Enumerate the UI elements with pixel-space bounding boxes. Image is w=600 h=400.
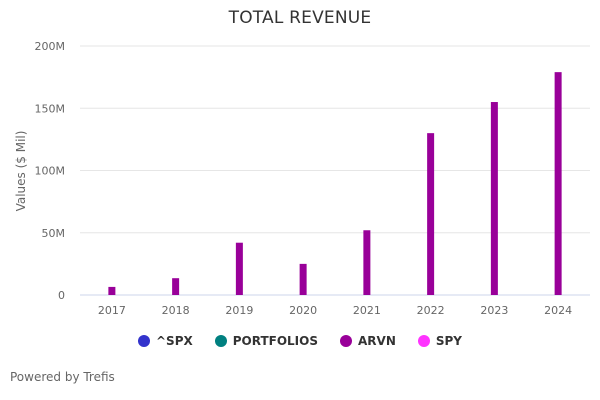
legend-label: ^SPX	[156, 334, 193, 348]
legend-item-spx[interactable]: ^SPX	[138, 334, 193, 348]
x-tick-label: 2018	[162, 304, 190, 317]
bar-arvn-2019[interactable]	[235, 242, 243, 295]
grid-lines	[80, 45, 590, 296]
bar-arvn-2024[interactable]	[554, 72, 562, 296]
legend-label: ARVN	[358, 334, 396, 348]
x-tick-label: 2017	[98, 304, 126, 317]
y-tick-label: 100M	[35, 165, 66, 178]
x-tick-label: 2019	[225, 304, 253, 317]
x-tick-label: 2020	[289, 304, 317, 317]
chart-plot: 0 50M 100M 150M 200M 2017 2018 2019 2020 2021 202…	[14, 40, 590, 317]
bar-arvn-2020[interactable]	[299, 263, 307, 295]
legend-item-portfolios[interactable]: PORTFOLIOS	[214, 334, 318, 348]
x-axis: 2017 2018 2019 2020 2021 2022 2023 2024	[98, 304, 572, 317]
legend-item-arvn[interactable]: ARVN	[340, 334, 396, 348]
legend-item-spy[interactable]: SPY	[417, 334, 462, 348]
powered-by-credit: Powered by Trefis	[10, 370, 115, 384]
legend-marker-icon	[340, 335, 352, 347]
y-axis-label: Values ($ Mil)	[14, 131, 28, 212]
y-tick-label: 0	[58, 289, 65, 302]
chart-title: TOTAL REVENUE	[228, 8, 372, 28]
legend-label: PORTFOLIOS	[232, 334, 318, 348]
bar-arvn-2017[interactable]	[108, 286, 116, 295]
x-tick-label: 2021	[353, 304, 381, 317]
x-tick-label: 2023	[480, 304, 508, 317]
y-tick-label: 150M	[35, 102, 66, 115]
x-tick-label: 2024	[544, 304, 572, 317]
bar-arvn-2018[interactable]	[172, 278, 180, 295]
legend: ^SPX PORTFOLIOS ARVN SPY	[0, 334, 600, 348]
bar-arvn-2021[interactable]	[363, 230, 371, 295]
legend-marker-icon	[417, 335, 430, 347]
legend-marker-icon	[138, 335, 150, 347]
legend-label: SPY	[435, 334, 462, 348]
y-tick-label: 50M	[42, 227, 66, 240]
x-tick-label: 2022	[417, 304, 445, 317]
bar-arvn-2022[interactable]	[427, 133, 435, 295]
y-tick-label: 200M	[35, 40, 66, 53]
y-axis: 0 50M 100M 150M 200M	[35, 40, 66, 302]
bars	[108, 72, 562, 296]
legend-marker-icon	[214, 335, 227, 347]
bar-arvn-2023[interactable]	[490, 102, 498, 296]
